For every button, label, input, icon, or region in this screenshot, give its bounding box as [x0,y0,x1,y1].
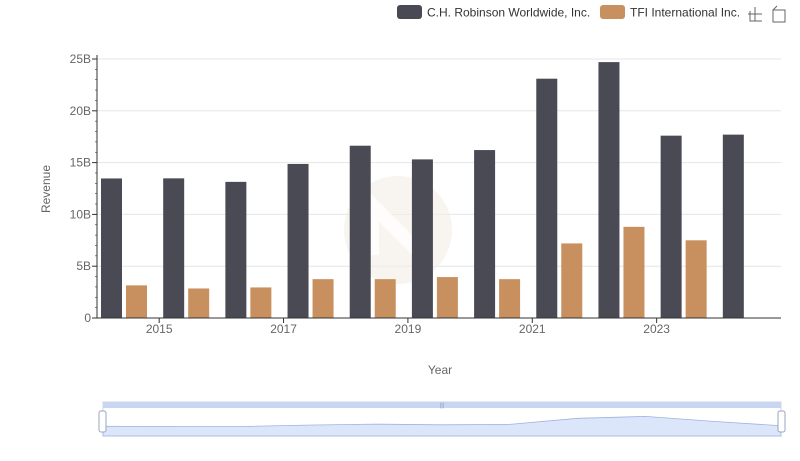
bar-tfi-2016[interactable] [250,287,272,318]
bar-ch-robinson-2015[interactable] [163,178,185,318]
legend-label-ch-robinson: C.H. Robinson Worldwide, Inc. [427,6,590,20]
legend-swatch-tfi [600,5,625,19]
legend-label-tfi: TFI International Inc. [630,6,740,20]
x-tick-label: 2021 [519,322,546,336]
bar-tfi-2021[interactable] [561,243,583,318]
x-tick-label: 2023 [643,322,670,336]
x-tick-label: 2019 [395,322,422,336]
slider-preview-area [102,415,782,437]
bar-ch-robinson-2023[interactable] [660,135,682,318]
bar-tfi-2017[interactable] [312,279,334,318]
bar-ch-robinson-2021[interactable] [536,78,558,319]
x-tick-label: 2015 [146,322,173,336]
y-tick-label: 5B [76,259,91,273]
slider-left-handle[interactable] [98,410,107,433]
slider-top-bar[interactable] [103,402,781,408]
bar-ch-robinson-2022[interactable] [598,62,620,318]
data-zoom-slider[interactable]: ||| [98,401,786,437]
bar-tfi-2015[interactable] [188,288,210,318]
y-tick-label: 0 [84,311,91,325]
x-axis-title: Year [428,363,452,377]
bar-ch-robinson-2020[interactable] [474,150,496,318]
bar-ch-robinson-2024[interactable] [722,134,744,318]
reset-zoom-icon[interactable] [770,5,788,24]
y-axis-title: Revenue [39,165,53,213]
bar-tfi-2023[interactable] [685,240,707,318]
legend: C.H. Robinson Worldwide, Inc. TFI Intern… [397,5,740,20]
bar-ch-robinson-2018[interactable] [349,145,371,318]
bar-tfi-2014[interactable] [126,285,147,318]
legend-item-tfi[interactable]: TFI International Inc. [600,5,740,20]
slider-right-handle[interactable] [777,410,786,433]
y-tick-label: 20B [70,104,91,118]
y-tick-label: 15B [70,156,91,170]
bar-tfi-2019[interactable] [436,277,458,318]
x-tick-label: 2017 [270,322,297,336]
bar-tfi-2020[interactable] [499,279,521,318]
zoom-icon[interactable] [746,6,764,24]
slider-grip-icon: ||| [440,403,445,409]
bar-ch-robinson-2017[interactable] [287,163,309,318]
bar-tfi-2022[interactable] [623,226,645,318]
bar-tfi-2018[interactable] [374,279,396,318]
bar-ch-robinson-2016[interactable] [225,181,247,318]
bars [101,62,744,319]
legend-item-ch-robinson[interactable]: C.H. Robinson Worldwide, Inc. [397,5,590,20]
legend-swatch-ch-robinson [397,5,422,19]
axes: 0 5B 10B 15B 20B 25B 2015 2017 2019 2021 2023 [70,52,781,336]
bar-ch-robinson-2019[interactable] [411,159,433,318]
bar-ch-robinson-2014[interactable] [101,178,122,318]
y-tick-label: 10B [70,207,91,221]
y-tick-label: 25B [70,52,91,66]
